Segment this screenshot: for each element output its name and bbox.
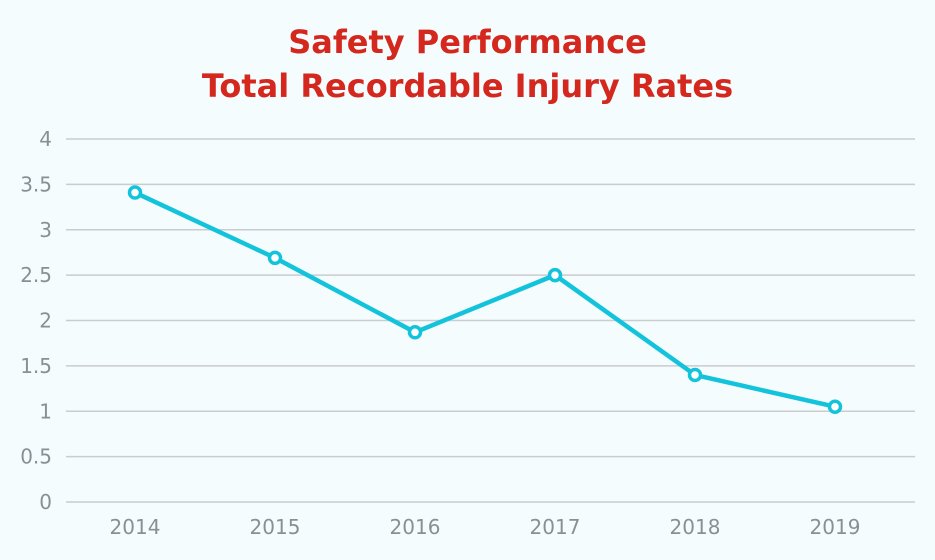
y-tick-label: 1.5: [20, 354, 52, 378]
data-point: [827, 399, 843, 414]
data-point: [687, 367, 703, 383]
x-tick-label: 2018: [670, 515, 721, 539]
data-point: [267, 250, 283, 266]
data-point: [407, 325, 423, 340]
y-tick-label: 3.5: [20, 172, 52, 196]
y-tick-label: 0.5: [20, 445, 52, 469]
x-tick-label: 2019: [810, 515, 861, 539]
y-tick-label: 1: [39, 399, 52, 423]
y-tick-label: 2.5: [20, 263, 52, 287]
y-axis-ticks: 0 0.5 1 1.5 2 2.5 3 3.5 4: [20, 127, 52, 514]
data-point: [547, 267, 563, 283]
grid-lines: [66, 138, 915, 503]
series-line: [132, 190, 838, 409]
x-tick-label: 2014: [110, 515, 161, 539]
chart-subtitle: Total Recordable Injury Rates: [201, 67, 734, 105]
x-tick-label: 2017: [530, 515, 581, 539]
y-tick-label: 3: [39, 218, 52, 242]
y-tick-label: 0: [39, 490, 52, 514]
series-layer: [127, 185, 843, 414]
x-tick-label: 2015: [250, 515, 301, 539]
x-tick-label: 2016: [390, 515, 441, 539]
data-point: [127, 185, 143, 200]
chart-title: Safety Performance: [288, 23, 647, 61]
y-tick-label: 2: [39, 309, 52, 333]
y-tick-label: 4: [39, 127, 52, 151]
x-axis-ticks: 2014 2015 2016 2017 2018 2019: [110, 515, 861, 539]
